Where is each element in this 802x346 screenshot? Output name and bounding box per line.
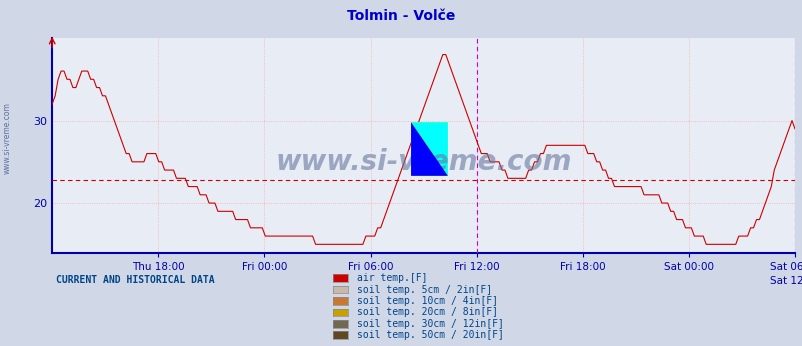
Text: soil temp. 20cm / 8in[F]: soil temp. 20cm / 8in[F] (357, 308, 498, 317)
Bar (411, 122, 448, 176)
Text: www.si-vreme.com: www.si-vreme.com (2, 102, 11, 174)
Polygon shape (411, 122, 448, 176)
Text: CURRENT AND HISTORICAL DATA: CURRENT AND HISTORICAL DATA (56, 275, 215, 285)
Text: soil temp. 30cm / 12in[F]: soil temp. 30cm / 12in[F] (357, 319, 504, 329)
Polygon shape (411, 122, 448, 176)
Text: soil temp. 10cm / 4in[F]: soil temp. 10cm / 4in[F] (357, 296, 498, 306)
Text: Sat 12:00: Sat 12:00 (769, 276, 802, 286)
Text: soil temp. 5cm / 2in[F]: soil temp. 5cm / 2in[F] (357, 285, 492, 294)
Text: www.si-vreme.com: www.si-vreme.com (275, 148, 571, 176)
Text: soil temp. 50cm / 20in[F]: soil temp. 50cm / 20in[F] (357, 330, 504, 340)
Text: Tolmin - Volče: Tolmin - Volče (347, 9, 455, 22)
Text: air temp.[F]: air temp.[F] (357, 273, 427, 283)
